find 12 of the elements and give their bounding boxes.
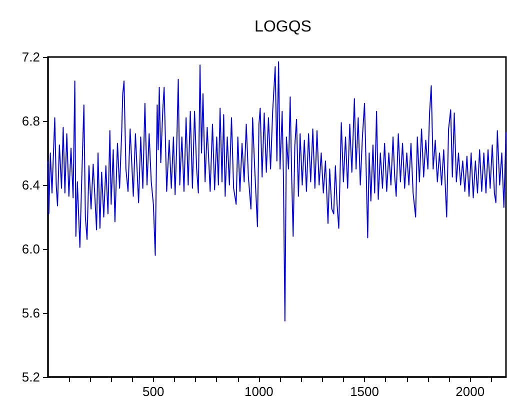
x-tick-label: 1500 <box>350 384 379 399</box>
y-tick-label: 6.0 <box>22 242 40 256</box>
y-tick-label: 5.6 <box>22 306 40 320</box>
y-tick-label: 6.8 <box>22 114 40 128</box>
x-tick-label: 500 <box>142 384 164 399</box>
line-series <box>48 61 506 322</box>
x-tick-label: 2000 <box>456 384 485 399</box>
chart-title: LOGQS <box>254 18 312 36</box>
x-tick-label: 1000 <box>244 384 274 399</box>
y-tick-label: 5.2 <box>22 370 40 384</box>
y-tick-label: 7.2 <box>22 50 40 64</box>
y-tick-label: 6.4 <box>22 178 40 192</box>
